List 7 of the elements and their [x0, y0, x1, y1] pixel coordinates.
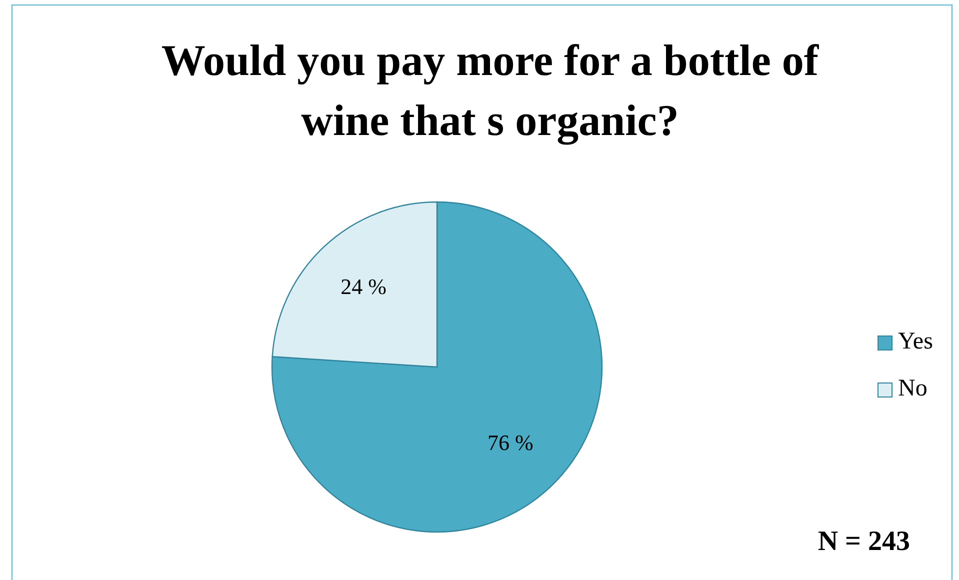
data-label: 24 % — [340, 274, 386, 299]
data-label: 76 % — [488, 430, 534, 456]
legend-label: Yes — [898, 328, 933, 355]
chart-title: Would you pay more for a bottle of wine that s organic? — [161, 36, 820, 145]
legend-label: No — [898, 376, 928, 402]
text: N = 243 — [818, 526, 910, 557]
pie-slice — [272, 201, 603, 532]
